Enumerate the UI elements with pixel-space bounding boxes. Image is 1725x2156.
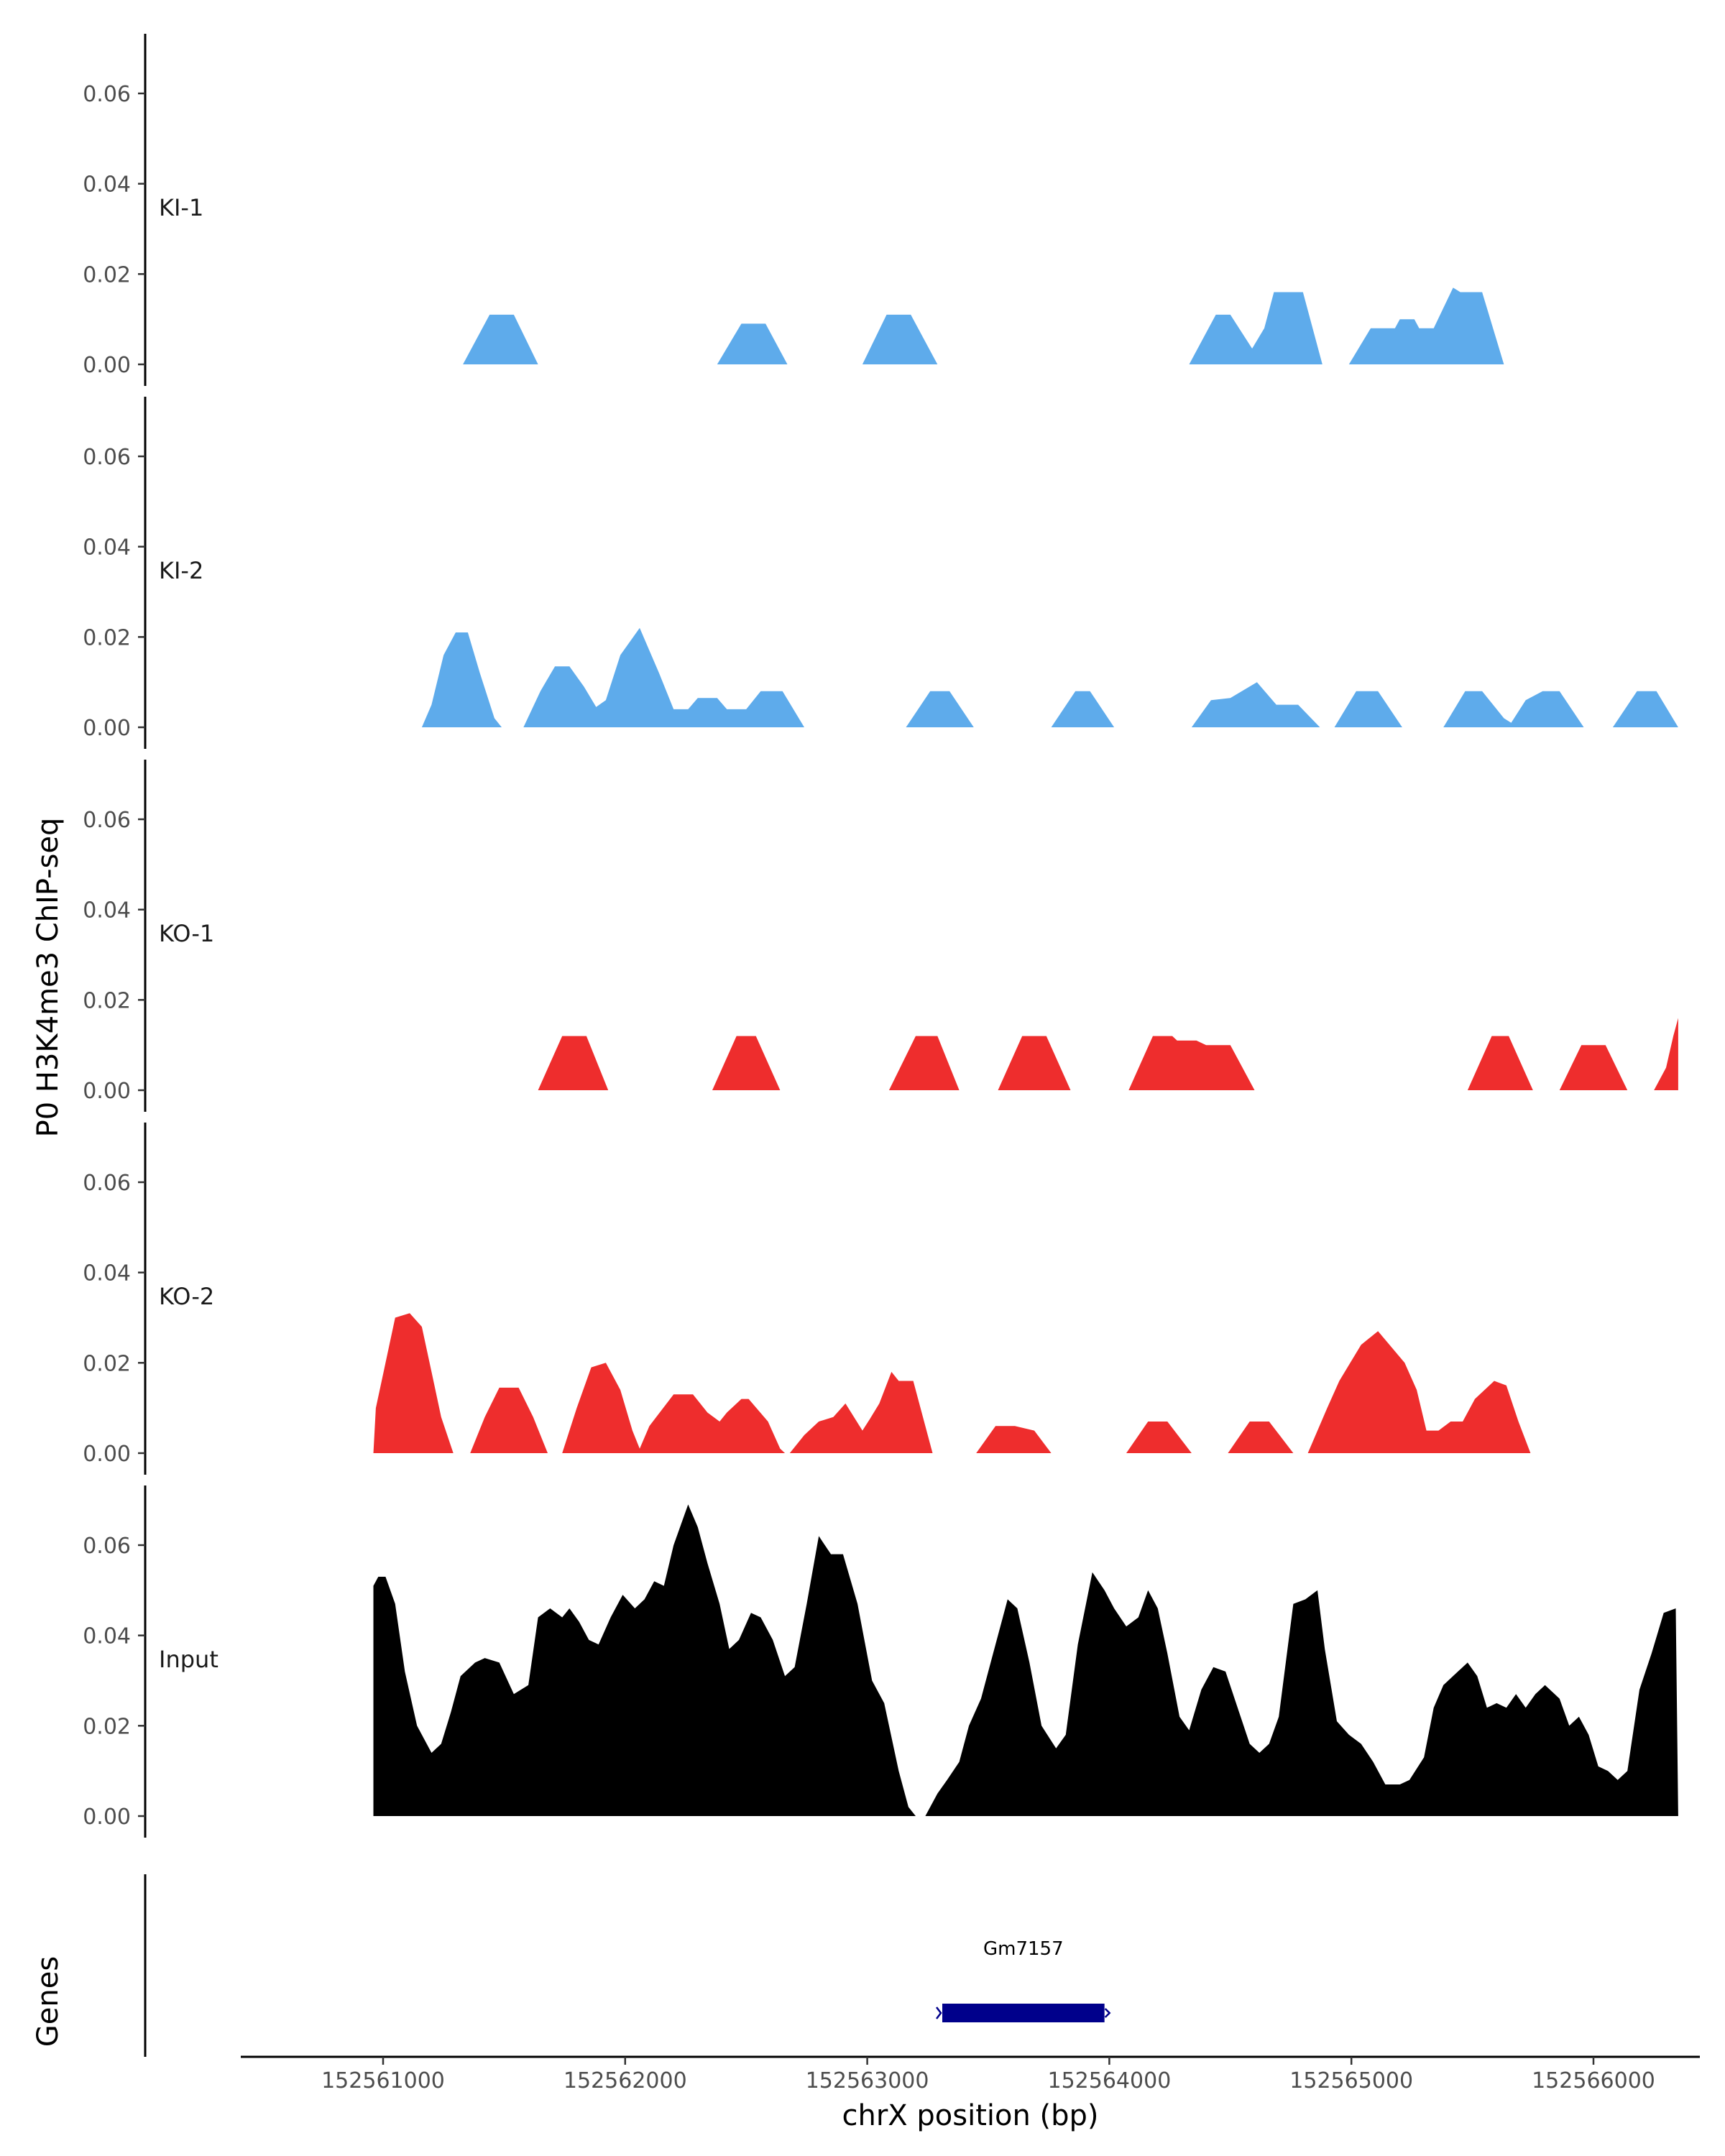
y-tick-label: 0.04 — [83, 898, 131, 923]
signal-area-input-2 — [925, 1572, 1678, 1816]
signal-area-ki-1-4 — [1189, 292, 1322, 364]
signal-area-ko-1-7 — [1559, 1045, 1628, 1090]
y-tick-label: 0.06 — [83, 1534, 131, 1559]
gene-gm7157: Gm7157 — [936, 1938, 1111, 2022]
signal-area-ko-2-4 — [789, 1371, 933, 1453]
signal-area-ko-1-6 — [1467, 1036, 1533, 1090]
y-tick-label: 0.00 — [83, 1442, 131, 1467]
y-tick-label: 0.02 — [83, 988, 131, 1013]
x-tick-label: 152562000 — [564, 2068, 687, 2093]
y-tick-label: 0.00 — [83, 1805, 131, 1830]
signal-area-ki-2-5 — [1191, 682, 1320, 727]
x-tick-label: 152563000 — [806, 2068, 929, 2093]
x-tick-label: 152566000 — [1532, 2068, 1655, 2093]
y-tick-label: 0.00 — [83, 716, 131, 741]
y-tick-label: 0.00 — [83, 1079, 131, 1104]
y-tick-label: 0.04 — [83, 1261, 131, 1286]
genes-axis-title: Genes — [32, 1956, 65, 2047]
y-tick-label: 0.02 — [83, 1351, 131, 1376]
signal-area-ko-1-3 — [888, 1036, 960, 1090]
signal-area-ki-2-1 — [421, 632, 502, 727]
y-tick-label: 0.06 — [83, 445, 131, 470]
y-tick-label: 0.04 — [83, 1624, 131, 1649]
signal-area-input-1 — [373, 1504, 916, 1816]
y-tick-label: 0.00 — [83, 353, 131, 378]
signal-area-ko-2-6 — [1126, 1422, 1192, 1453]
track-label: Input — [159, 1646, 218, 1673]
signal-area-ki-2-3 — [906, 691, 974, 727]
signal-area-ko-1-1 — [538, 1036, 609, 1090]
genes-panel: Gm7157 — [144, 1874, 1111, 2057]
signal-area-ko-1-4 — [998, 1036, 1071, 1090]
signal-area-ki-2-7 — [1443, 691, 1584, 727]
y-tick-label: 0.02 — [83, 625, 131, 650]
track-panel-ki-2: 0.00 0.02 0.04 0.06 KI-2 — [83, 397, 1678, 749]
y-tick-label: 0.02 — [83, 262, 131, 287]
track-panel-ki-1: 0.00 0.02 0.04 0.06 KI-1 — [83, 34, 1504, 386]
signal-area-ki-2-6 — [1334, 691, 1402, 727]
track-panel-ko-2: 0.00 0.02 0.04 0.06 KO-2 — [83, 1123, 1531, 1475]
signal-area-ko-2-1 — [373, 1313, 454, 1453]
signal-area-ki-2-8 — [1612, 691, 1678, 727]
signal-area-ko-2-5 — [976, 1426, 1052, 1453]
gene-label: Gm7157 — [983, 1938, 1064, 1960]
y-tick-label: 0.06 — [83, 1171, 131, 1196]
track-panel-input: 0.00 0.02 0.04 0.06 Input — [83, 1485, 1678, 1838]
x-tick-label: 152564000 — [1048, 2068, 1172, 2093]
y-tick-label: 0.06 — [83, 808, 131, 833]
y-tick-label: 0.02 — [83, 1714, 131, 1739]
gene-strand-marker — [1104, 2008, 1111, 2018]
signal-area-ko-2-3 — [562, 1363, 786, 1453]
y-tick-label: 0.04 — [83, 172, 131, 198]
signal-area-ko-2-2 — [470, 1387, 548, 1453]
signal-area-ki-2-4 — [1051, 691, 1115, 727]
x-axis-title: chrX position (bp) — [842, 2099, 1098, 2132]
signal-area-ko-2-8 — [1307, 1331, 1531, 1453]
track-label: KO-1 — [159, 920, 214, 947]
signal-area-ko-2-7 — [1228, 1422, 1294, 1453]
track-panels: 0.00 0.02 0.04 0.06 KI-1 0.00 0.02 0.04 0.06 KI-2… — [83, 34, 1678, 1838]
track-label: KI-2 — [159, 557, 203, 584]
track-label: KO-2 — [159, 1283, 214, 1310]
track-label: KI-1 — [159, 194, 203, 221]
gene-strand-marker — [936, 2007, 942, 2019]
x-tick-label: 152565000 — [1289, 2068, 1413, 2093]
y-tick-label: 0.06 — [83, 82, 131, 107]
x-tick-label: 152561000 — [321, 2068, 445, 2093]
gene-body — [942, 2004, 1105, 2022]
signal-area-ko-1-2 — [712, 1036, 781, 1090]
signal-area-ki-1-3 — [862, 314, 938, 364]
signal-area-ko-1-8 — [1654, 1018, 1678, 1090]
signal-area-ki-1-5 — [1348, 287, 1504, 364]
signal-area-ki-1-1 — [463, 314, 538, 364]
x-axis: 152561000 152562000 152563000 152564000 1525… — [241, 2055, 1700, 2093]
track-panel-ko-1: 0.00 0.02 0.04 0.06 KO-1 — [83, 760, 1678, 1112]
y-axis-title: P0 H3K4me3 ChIP-seq — [32, 818, 65, 1138]
signal-area-ki-1-2 — [717, 323, 788, 364]
signal-area-ko-1-5 — [1128, 1036, 1255, 1090]
signal-area-ki-2-2 — [523, 627, 804, 727]
y-tick-label: 0.04 — [83, 535, 131, 561]
